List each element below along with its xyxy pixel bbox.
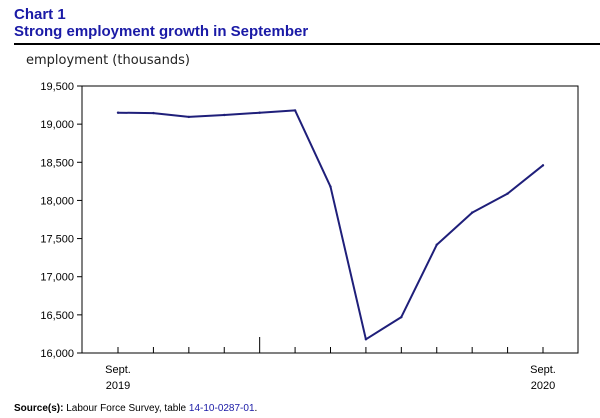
y-tick-label: 17,500 xyxy=(40,234,74,246)
y-tick-label: 19,000 xyxy=(40,119,74,131)
y-tick-label: 18,000 xyxy=(40,195,74,207)
y-tick-label: 16,500 xyxy=(40,310,74,322)
data-point xyxy=(258,111,261,114)
source-table-link[interactable]: 14-10-0287-01 xyxy=(188,403,255,414)
employment-series-line xyxy=(117,109,544,341)
chart-number: Chart 1 xyxy=(14,6,66,23)
source-trailing: . xyxy=(254,403,258,414)
source-text: Labour Force Survey, table xyxy=(66,403,187,414)
data-point xyxy=(470,211,474,214)
data-point xyxy=(293,109,297,112)
x-tick-label-year: 2019 xyxy=(106,380,130,392)
source-note: Source(s): Labour Force Survey, table 14… xyxy=(14,403,257,414)
data-point xyxy=(329,185,332,188)
data-point xyxy=(152,111,155,115)
series-points xyxy=(116,109,545,341)
plot-frame xyxy=(81,85,579,354)
y-tick-label: 16,000 xyxy=(40,348,74,360)
source-label: Source(s): xyxy=(14,403,64,414)
title-divider xyxy=(14,43,600,45)
y-tick-label: 17,000 xyxy=(40,272,74,284)
data-point xyxy=(400,315,403,319)
x-tick-label-month: Sept. xyxy=(105,364,131,376)
data-point xyxy=(364,338,368,341)
y-axis-ticks: 16,000 16,500 17,000 17,500 18,000 18,500 19,0… xyxy=(40,81,82,360)
x-tick-label-month: Sept. xyxy=(530,364,556,376)
y-axis-label: employment (thousands) xyxy=(26,53,190,68)
x-tick-label-year: 2020 xyxy=(531,380,555,392)
chart-title-block: Chart 1 Strong employment growth in Sept… xyxy=(14,6,308,40)
data-point xyxy=(116,111,120,114)
data-point xyxy=(506,192,509,195)
data-point xyxy=(435,243,438,246)
y-tick-label: 18,500 xyxy=(40,157,74,169)
chart-title: Strong employment growth in September xyxy=(14,23,309,40)
x-axis-ticks: Sept. 2019 Sept. 2020 xyxy=(105,337,556,392)
data-point xyxy=(541,164,545,167)
y-tick-label: 19,500 xyxy=(40,81,74,93)
data-point xyxy=(187,115,191,119)
data-point xyxy=(223,113,226,117)
